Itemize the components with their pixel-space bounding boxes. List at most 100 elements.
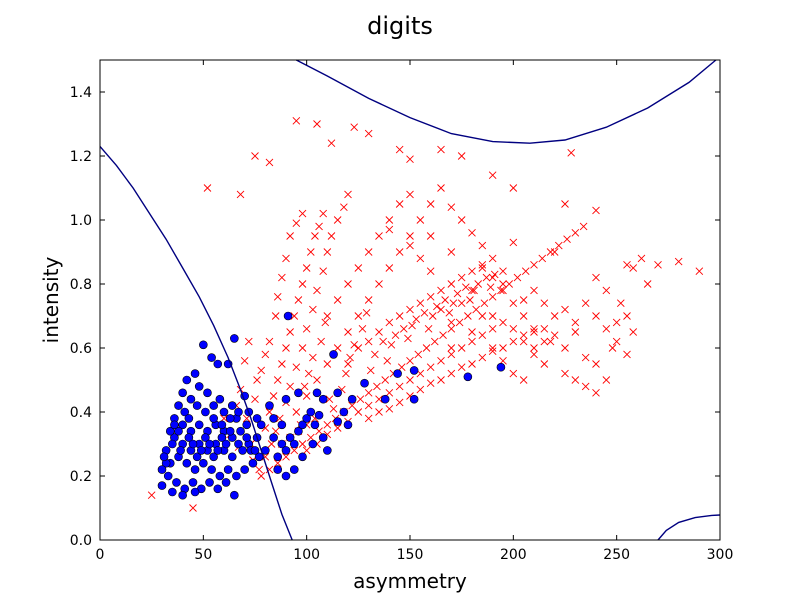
cross-point bbox=[387, 340, 396, 349]
boundary-curve bbox=[657, 514, 721, 541]
cross-point bbox=[612, 337, 621, 346]
circle-point bbox=[240, 465, 249, 474]
cross-point bbox=[695, 267, 704, 276]
circle-point bbox=[217, 433, 227, 442]
circle-point bbox=[163, 471, 173, 481]
circle-point bbox=[213, 484, 223, 494]
cross-point bbox=[426, 200, 435, 208]
cross-point bbox=[404, 334, 412, 343]
circle-point bbox=[196, 446, 206, 455]
y-tick-label: 1.2 bbox=[70, 149, 92, 165]
cross-point bbox=[424, 324, 433, 333]
cross-point bbox=[240, 356, 249, 365]
y-tick-label: 1.4 bbox=[70, 85, 92, 101]
cross-point bbox=[333, 216, 342, 224]
cross-point bbox=[433, 302, 441, 311]
cross-point bbox=[461, 283, 470, 292]
cross-point bbox=[654, 260, 662, 269]
cross-point bbox=[567, 148, 576, 157]
cross-point bbox=[426, 267, 435, 276]
cross-point bbox=[273, 376, 282, 384]
cross-point bbox=[354, 408, 363, 416]
cross-point bbox=[333, 344, 342, 352]
boundary-curve bbox=[99, 145, 293, 541]
cross-point bbox=[251, 152, 259, 160]
circle-point bbox=[347, 394, 357, 404]
cross-point bbox=[437, 305, 445, 314]
circle-point bbox=[178, 388, 187, 398]
cross-point bbox=[344, 360, 352, 368]
cross-point bbox=[468, 360, 476, 368]
cross-point bbox=[302, 446, 311, 455]
cross-point bbox=[397, 363, 406, 372]
circle-point bbox=[242, 420, 252, 430]
cross-point bbox=[478, 264, 487, 272]
cross-point bbox=[453, 289, 462, 298]
circle-point bbox=[289, 465, 299, 474]
cross-point bbox=[298, 344, 307, 352]
cross-point bbox=[509, 299, 518, 308]
cross-point bbox=[292, 219, 301, 228]
cross-point bbox=[298, 280, 307, 288]
cross-point bbox=[509, 369, 518, 378]
cross-point bbox=[375, 280, 383, 288]
y-tick-label: 0.6 bbox=[70, 341, 92, 357]
cross-point bbox=[321, 318, 330, 327]
circle-point bbox=[269, 414, 278, 423]
circle-point bbox=[217, 420, 227, 430]
cross-point bbox=[437, 286, 445, 295]
cross-point bbox=[464, 312, 472, 320]
circle-point bbox=[190, 487, 200, 497]
cross-point bbox=[426, 232, 435, 240]
cross-point bbox=[304, 369, 313, 378]
y-tick-label: 0.0 bbox=[70, 533, 92, 549]
circle-point bbox=[265, 401, 274, 410]
cross-point bbox=[408, 321, 416, 330]
cross-point bbox=[478, 260, 487, 269]
cross-point bbox=[561, 200, 569, 208]
cross-point bbox=[602, 324, 611, 333]
cross-point bbox=[265, 158, 274, 167]
circle-point bbox=[221, 478, 231, 487]
cross-point bbox=[278, 360, 286, 368]
circle-point bbox=[184, 414, 194, 423]
circle-point bbox=[227, 452, 237, 462]
cross-point bbox=[309, 353, 317, 362]
cross-point bbox=[602, 376, 611, 384]
cross-point bbox=[540, 324, 549, 333]
circle-point bbox=[409, 394, 419, 404]
cross-point bbox=[395, 248, 404, 256]
cross-point bbox=[385, 216, 394, 224]
cross-point bbox=[416, 216, 425, 224]
cross-point bbox=[313, 376, 321, 384]
cross-point bbox=[395, 200, 404, 208]
cross-point bbox=[381, 376, 390, 384]
cross-point bbox=[447, 280, 456, 288]
cross-point bbox=[623, 312, 631, 320]
cross-point bbox=[416, 385, 425, 394]
circle-point bbox=[269, 433, 278, 442]
cross-point bbox=[257, 472, 266, 480]
cross-point bbox=[455, 318, 464, 327]
cross-point bbox=[488, 254, 497, 263]
cross-point bbox=[426, 363, 435, 372]
circle-point bbox=[232, 471, 241, 481]
data-points bbox=[147, 116, 704, 512]
cross-point bbox=[406, 232, 414, 240]
circle-point bbox=[281, 394, 291, 404]
circle-point bbox=[170, 420, 179, 430]
x-tick-label: 200 bbox=[500, 547, 527, 563]
circle-point bbox=[207, 465, 216, 474]
cross-point bbox=[315, 427, 323, 436]
cross-point bbox=[292, 363, 301, 372]
circle-point bbox=[157, 481, 167, 490]
cross-point bbox=[488, 344, 497, 352]
cross-point bbox=[399, 324, 408, 333]
circle-point bbox=[168, 439, 177, 449]
cross-point bbox=[550, 248, 559, 256]
cross-point bbox=[447, 324, 456, 333]
circle-point bbox=[180, 407, 190, 417]
cross-point bbox=[530, 328, 538, 336]
cross-point bbox=[554, 241, 563, 250]
cross-point bbox=[309, 305, 317, 314]
